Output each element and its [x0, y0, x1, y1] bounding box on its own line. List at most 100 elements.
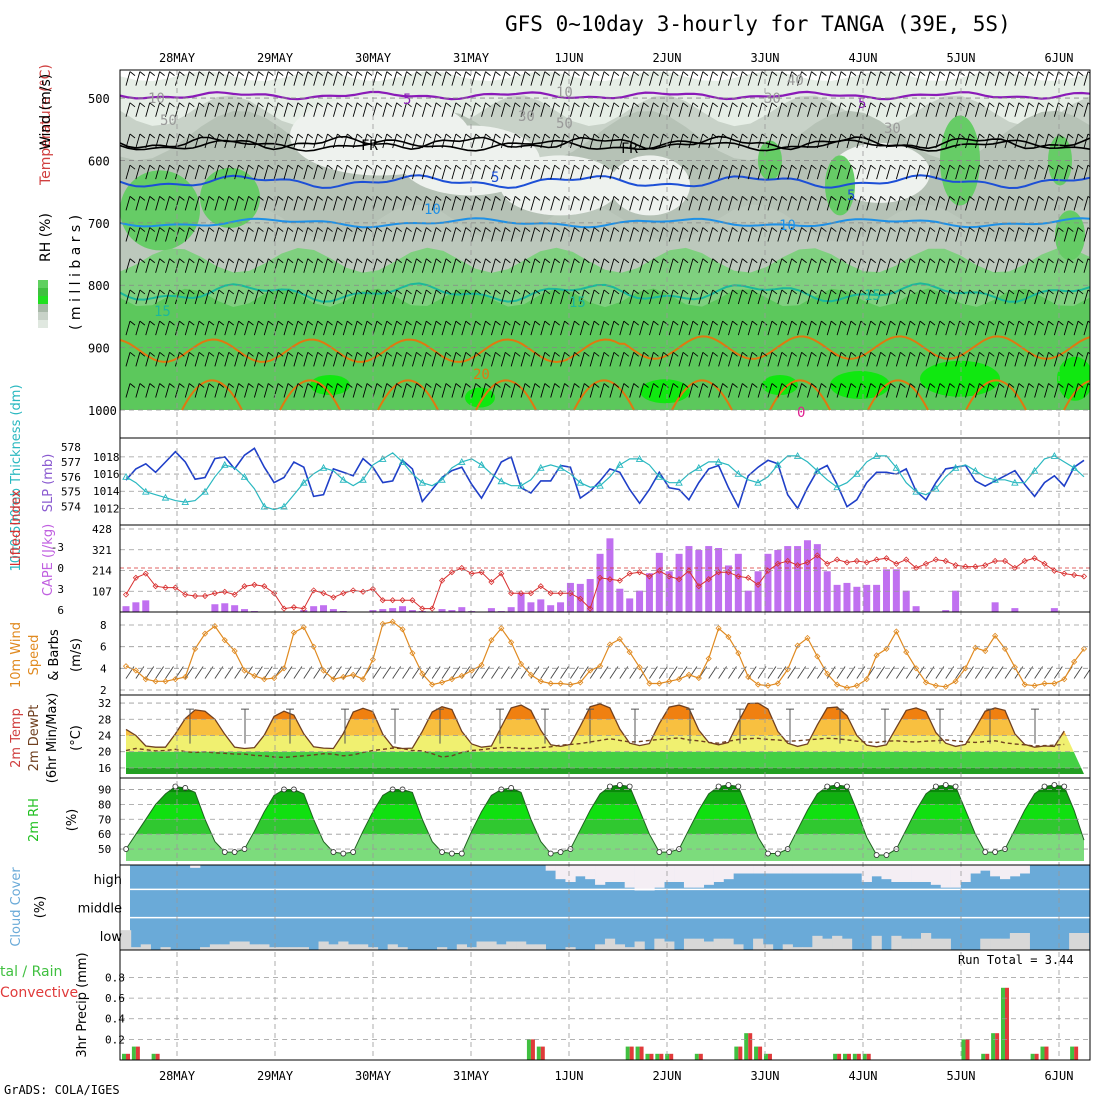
cloud-low-bar — [733, 944, 744, 950]
precip-convective-bar — [126, 1053, 130, 1060]
wind-barb-flag — [208, 164, 215, 170]
wind-barb-flag — [376, 196, 383, 201]
wind-barb-flag — [435, 133, 442, 139]
wind-barb — [145, 133, 151, 149]
wind-barb — [965, 71, 970, 86]
wind-barb-flag — [346, 102, 353, 108]
wind-barb — [530, 227, 536, 242]
wind-barb-flag — [416, 71, 422, 76]
wind-barb-flag — [1058, 102, 1064, 108]
wind-barb — [895, 196, 901, 211]
lifted-marker — [162, 584, 169, 591]
wind-barb — [293, 165, 299, 180]
cloud-high-bar — [555, 865, 566, 880]
wind-barb — [1083, 383, 1089, 398]
wind-barb-flag — [791, 383, 797, 388]
wind-barb — [441, 165, 447, 180]
wind-marker — [705, 655, 712, 662]
wind-barb-flag — [998, 383, 1005, 388]
wind-barb — [589, 258, 595, 273]
wind-marker — [863, 676, 870, 683]
wind-barb-flag — [208, 258, 215, 264]
wind-barb — [965, 352, 970, 367]
wind-barb-flag — [998, 258, 1005, 264]
wind-barb-flag — [524, 133, 531, 139]
wind-barb-flag — [169, 289, 175, 295]
wind-barb — [323, 102, 328, 117]
wind-marker — [843, 684, 851, 691]
wind-barb-flag — [1008, 258, 1015, 264]
wind-barb-flag — [485, 133, 491, 139]
wind-barb-flag — [603, 289, 610, 295]
wind-barb — [1053, 196, 1059, 211]
wind-barb — [836, 196, 842, 211]
wind-barb-flag — [238, 258, 244, 264]
wind-barb-flag — [475, 289, 481, 295]
lifted-marker — [873, 556, 880, 563]
wind-barb — [816, 352, 822, 367]
cloud-level-label: high — [94, 873, 122, 888]
wind-barb — [876, 196, 882, 211]
wind-barb-flag — [396, 320, 402, 326]
wind-barb-flag — [979, 164, 985, 170]
wind-barb-flag — [979, 351, 985, 357]
wind-barb — [145, 196, 151, 211]
wind-marker — [745, 673, 752, 681]
wind-barb-flag — [406, 227, 412, 232]
wind-barb — [629, 227, 635, 242]
wind-barb — [125, 133, 131, 149]
wind-barb-flag — [198, 164, 205, 170]
wind-barb-flag — [366, 383, 373, 388]
wind-barb — [619, 102, 625, 117]
wind-barb — [244, 196, 249, 211]
wind-barb-flag — [672, 351, 679, 357]
precip-convective-bar — [1004, 987, 1009, 1060]
thickness-marker — [774, 460, 782, 468]
wind-barb — [244, 133, 249, 149]
wind-barb — [688, 133, 694, 149]
wind-barb — [678, 383, 684, 398]
wind-barb-flag — [939, 133, 946, 139]
wind-barb-flag — [495, 133, 501, 139]
wind-barb-flag — [653, 227, 659, 232]
wind-barb-flag — [643, 258, 649, 264]
cape-bar — [734, 553, 742, 612]
wind-barb — [510, 165, 516, 180]
precip-total-bar — [862, 1053, 867, 1060]
wind-barb-flag — [781, 102, 788, 108]
wind-barb-flag — [969, 320, 975, 326]
wind-barb — [668, 102, 674, 117]
rh-tick-label: 70 — [98, 813, 111, 826]
wind-barb-flag — [169, 102, 175, 108]
wind-marker — [379, 620, 386, 627]
wind-barb — [451, 71, 457, 86]
wind-barb-flag — [188, 102, 195, 108]
lifted-marker — [705, 576, 712, 583]
wind-barb — [165, 196, 170, 211]
wind-barb — [767, 196, 773, 211]
wind-barb-flag — [149, 289, 156, 295]
wind-barb — [925, 165, 931, 180]
cape-bar — [942, 610, 950, 612]
wind-barb-flag — [811, 71, 817, 76]
cloud-low-bar — [1009, 933, 1021, 950]
wind-barb — [876, 321, 882, 336]
wind-barb — [609, 227, 615, 242]
wind-barb — [609, 102, 615, 117]
wind-barb — [234, 227, 240, 242]
temp-band — [126, 735, 1084, 752]
wind-barb — [767, 383, 773, 398]
wind-barb-flag — [544, 258, 551, 264]
wind-barb-flag — [297, 133, 304, 139]
wind-barb — [836, 71, 842, 86]
wind-barb-flag — [643, 289, 649, 295]
wind-barb — [332, 383, 338, 398]
wind-barb — [253, 133, 259, 149]
wind-barb-flag — [988, 383, 995, 388]
wind-barb-flag — [574, 164, 580, 170]
wind-marker — [913, 665, 920, 672]
wind-barb-flag — [1038, 383, 1044, 388]
wind-barb — [747, 196, 753, 211]
wind-barb — [718, 165, 724, 180]
wind-barb-flag — [524, 71, 531, 76]
